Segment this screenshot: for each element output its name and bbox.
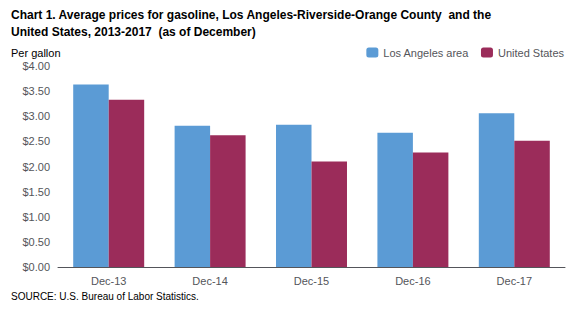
svg-text:$3.50: $3.50 [22,85,50,97]
svg-text:United States, 2013-2017 (as: United States, 2013-2017 (as of December… [11,25,256,39]
svg-text:$0.00: $0.00 [22,261,50,273]
svg-text:Per gallon: Per gallon [11,47,61,59]
svg-text:Dec-14: Dec-14 [192,275,227,287]
svg-text:$2.50: $2.50 [22,135,50,147]
svg-text:United States: United States [498,47,565,59]
svg-text:Dec-15: Dec-15 [294,275,329,287]
svg-text:SOURCE: U.S. Bureau of Labor S: SOURCE: U.S. Bureau of Labor Statistics. [11,291,199,302]
svg-text:Chart 1. Average prices for ga: Chart 1. Average prices for gasoline, Lo… [11,8,491,22]
svg-text:$3.00: $3.00 [22,110,50,122]
svg-text:Dec-17: Dec-17 [497,275,532,287]
svg-text:$4.00: $4.00 [22,60,50,72]
svg-text:$1.00: $1.00 [22,211,50,223]
svg-text:$0.50: $0.50 [22,236,50,248]
svg-text:$1.50: $1.50 [22,186,50,198]
svg-text:Los Angeles area: Los Angeles area [383,47,469,59]
svg-text:Dec-16: Dec-16 [395,275,430,287]
svg-text:$2.00: $2.00 [22,161,50,173]
svg-text:Dec-13: Dec-13 [91,275,126,287]
